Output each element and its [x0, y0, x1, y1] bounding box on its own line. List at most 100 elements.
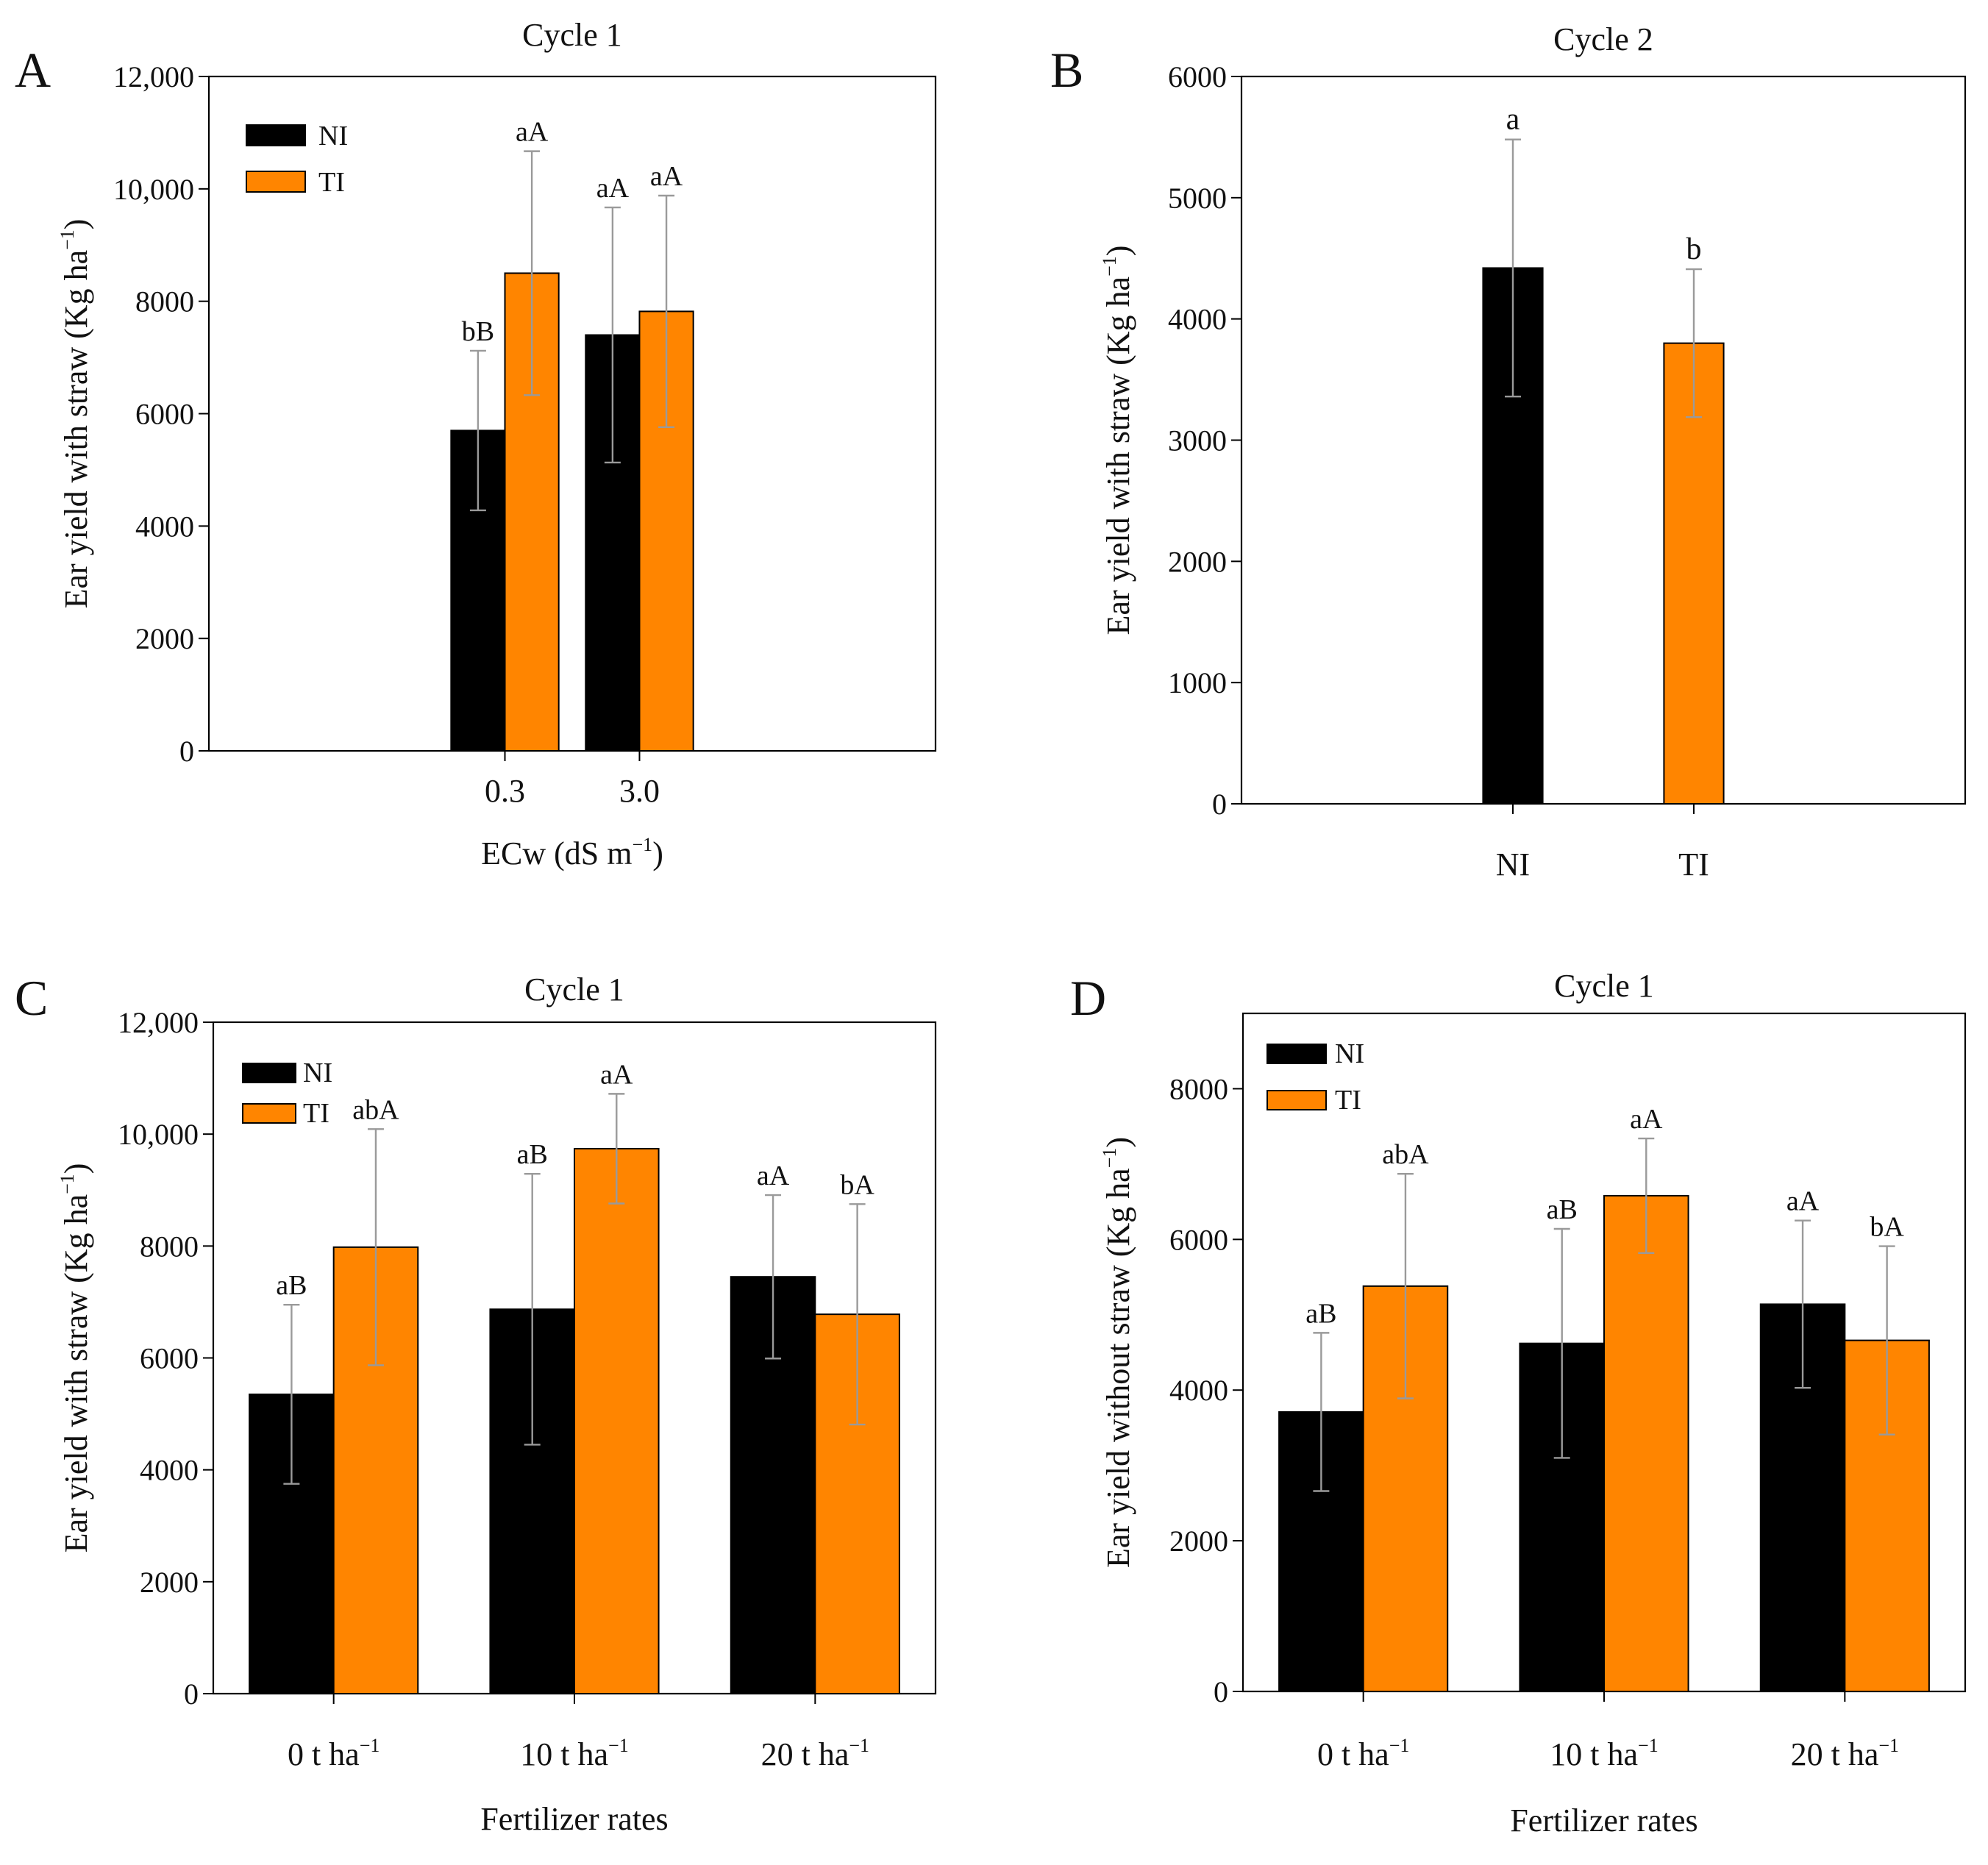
y-tick-label: 2000	[140, 1566, 199, 1599]
significance-label: aB	[1547, 1194, 1578, 1225]
significance-label: aA	[600, 1059, 633, 1090]
legend-label-ti: TI	[303, 1098, 329, 1129]
y-axis-label-c: Ear yield with straw (Kg ha−1)	[57, 1163, 94, 1553]
y-axis-label-close: )	[58, 219, 94, 230]
x-tick-label-text: 0 t ha	[1317, 1736, 1389, 1772]
panel-letter-c: C	[15, 970, 48, 1026]
y-axis-label-text: Ear yield without straw (Kg ha	[1100, 1168, 1136, 1568]
y-axis-label-sup: −1	[57, 229, 78, 250]
y-tick-label: 2000	[135, 622, 194, 655]
legend-a: NI TI	[246, 121, 348, 198]
legend-swatch-ti	[1266, 1090, 1327, 1110]
panel-letter-b: B	[1050, 42, 1083, 98]
x-tick-label: 0 t ha−1	[1317, 1735, 1409, 1772]
x-axis-label-close: )	[652, 835, 663, 871]
panel-b: B Cycle 2 0 1000 2000 3000 4000 5000 6000 Ear yie…	[1050, 21, 1967, 882]
chart-title-b: Cycle 2	[1553, 21, 1653, 57]
y-tick-label: 2000	[1169, 1525, 1228, 1558]
x-axis-label-text: ECw (dS m	[481, 835, 632, 871]
legend-swatch-ni	[246, 124, 306, 146]
y-axis-label-sup: −1	[1099, 1148, 1120, 1169]
y-tick-label: 8000	[135, 285, 194, 318]
y-axis-label-d: Ear yield without straw (Kg ha−1)	[1099, 1137, 1136, 1568]
bar-ti-2	[574, 1147, 660, 1695]
chart-title-c: Cycle 1	[524, 971, 624, 1008]
significance-label: aA	[1630, 1104, 1663, 1135]
panel-letter-a: A	[15, 42, 51, 98]
plot-frame-b	[1240, 75, 1967, 805]
significance-label: aA	[596, 173, 630, 204]
legend-swatch-ti	[246, 171, 306, 193]
x-tick-label-text: 20 t ha	[761, 1736, 849, 1772]
y-tick-label: 4000	[1168, 303, 1227, 336]
legend-swatch-ni	[242, 1063, 296, 1083]
x-axis-label-c: Fertilizer rates	[480, 1801, 668, 1837]
y-tick-label: 6000	[1168, 60, 1227, 93]
y-tick-label: 4000	[140, 1454, 199, 1487]
x-tick-label: 3.0	[619, 773, 660, 809]
y-axis-label-sup: −1	[1099, 256, 1120, 277]
significance-label: aB	[517, 1139, 548, 1170]
y-axis-label-sup: −1	[57, 1174, 78, 1194]
x-tick-label: 20 t ha−1	[761, 1735, 869, 1772]
y-tick-label: 6000	[140, 1342, 199, 1375]
x-tick-label-text: 0 t ha	[288, 1736, 360, 1772]
bar-ti-2	[1603, 1194, 1689, 1692]
y-axis-label-text: Ear yield with straw (Kg ha	[1100, 277, 1136, 635]
y-axis-label-close: )	[1100, 246, 1136, 257]
y-axis-label-close: )	[58, 1163, 94, 1174]
x-tick-label: 0.3	[485, 773, 525, 809]
y-tick-label: 0	[179, 735, 194, 768]
y-tick-label: 0	[184, 1677, 199, 1711]
legend-label-ni: NI	[303, 1058, 332, 1088]
significance-label: aA	[516, 117, 549, 148]
x-axis-label-a: ECw (dS m−1)	[481, 834, 663, 871]
x-axis-label-text: Fertilizer rates	[480, 1801, 668, 1837]
y-tick-label: 12,000	[113, 60, 194, 93]
y-tick-label: 4000	[135, 510, 194, 543]
legend-swatch-ni	[1266, 1044, 1327, 1064]
significance-label: aB	[276, 1270, 307, 1301]
significance-label: bB	[462, 316, 494, 347]
chart-title-a: Cycle 1	[522, 17, 622, 53]
x-tick-label-text: TI	[1678, 846, 1709, 882]
x-tick-label-text: NI	[1496, 846, 1530, 882]
y-tick-label: 10,000	[113, 173, 194, 206]
x-tick-label-sup: −1	[608, 1735, 629, 1756]
x-tick-label-sup: −1	[849, 1735, 869, 1756]
legend-label-ni: NI	[1335, 1038, 1364, 1069]
x-tick-label: TI	[1678, 846, 1709, 882]
y-tick-label: 8000	[140, 1230, 199, 1263]
x-tick-label-sup: −1	[360, 1735, 380, 1756]
x-tick-label: NI	[1496, 846, 1530, 882]
significance-label: abA	[352, 1094, 399, 1125]
significance-label: aB	[1305, 1298, 1336, 1329]
y-axis-label-text: Ear yield with straw (Kg ha	[58, 1194, 94, 1553]
legend-label-ti: TI	[318, 167, 345, 198]
x-tick-label-text: 3.0	[619, 773, 660, 809]
legend-c: NI TI	[242, 1058, 332, 1129]
x-tick-label: 20 t ha−1	[1791, 1735, 1899, 1772]
x-tick-label: 0 t ha−1	[288, 1735, 380, 1772]
y-tick-label: 1000	[1168, 666, 1227, 699]
y-tick-label: 0	[1214, 1675, 1228, 1708]
x-tick-label-text: 20 t ha	[1791, 1736, 1879, 1772]
significance-label: aA	[757, 1160, 790, 1191]
y-tick-label: 10,000	[118, 1118, 199, 1151]
y-axis-label-text: Ear yield with straw (Kg ha	[58, 250, 94, 609]
y-tick-label: 6000	[1169, 1223, 1228, 1256]
y-tick-label: 12,000	[118, 1006, 199, 1039]
y-axis-label-a: Ear yield with straw (Kg ha−1)	[57, 219, 94, 609]
legend-swatch-ti	[242, 1103, 296, 1124]
x-axis-label-d: Fertilizer rates	[1510, 1802, 1697, 1839]
significance-label: a	[1506, 103, 1520, 137]
y-tick-label: 4000	[1169, 1374, 1228, 1407]
y-tick-label: 5000	[1168, 182, 1227, 215]
significance-label: bA	[1870, 1212, 1904, 1243]
x-tick-label-sup: −1	[1638, 1735, 1659, 1756]
significance-label: aA	[1786, 1186, 1820, 1217]
y-tick-label: 2000	[1168, 545, 1227, 578]
legend-label-ti: TI	[1335, 1085, 1361, 1116]
x-tick-label-text: 0.3	[485, 773, 525, 809]
